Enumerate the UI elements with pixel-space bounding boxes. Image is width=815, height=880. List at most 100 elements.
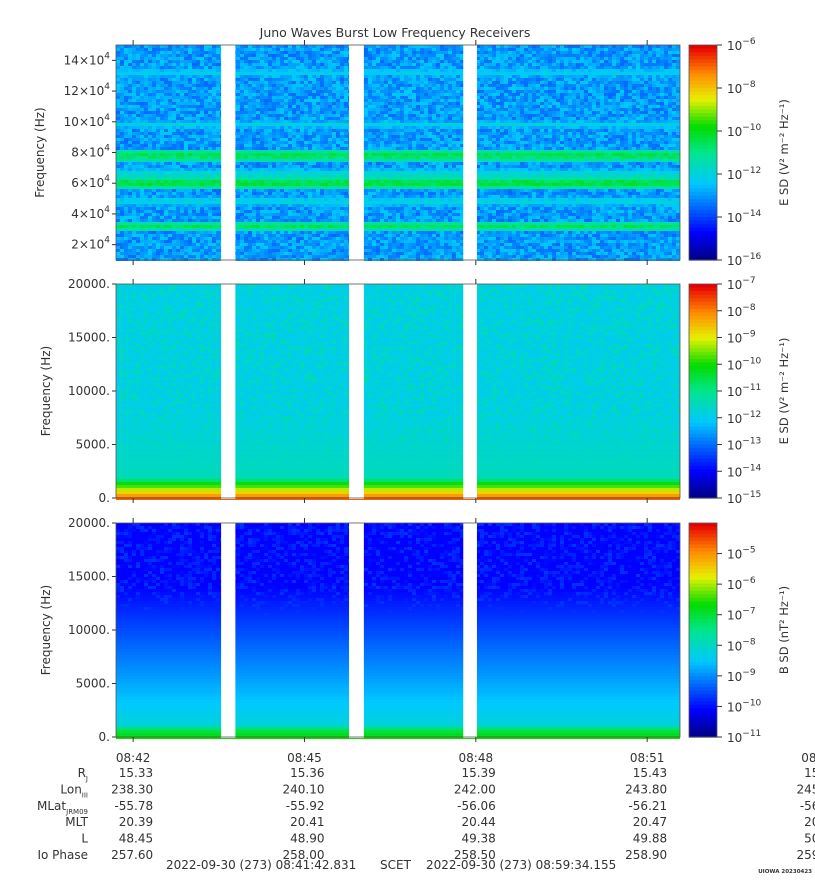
colorbar-tick-label: 10−7 [727, 276, 756, 292]
y-tick-label: 2×104 [71, 236, 110, 252]
data-gap-1-1 [221, 44, 236, 261]
ephemeris-value: 259.40 [797, 848, 815, 862]
colorbar-tick-label: 10−7 [727, 607, 756, 623]
ephemeris-row-label: L [81, 832, 88, 846]
colorbar-tick-label: 10−13 [727, 437, 761, 453]
colorbar-tick-label: 10−11 [727, 383, 761, 399]
ephemeris-value: 238.30 [111, 782, 153, 796]
y-tick-label: 5000. [76, 677, 110, 691]
ephemeris-value: 15.39 [461, 766, 495, 780]
colorbar-tick-label: 10−9 [727, 330, 756, 346]
y-axis-label-1: Frequency (Hz) [33, 107, 47, 198]
ephemeris-value: 20.47 [633, 815, 667, 829]
colorbar-label-3: B SD (nT² Hz⁻¹) [777, 586, 791, 674]
footer-scet-label: SCET [380, 858, 412, 872]
colorbar-tick-label: 10−10 [727, 356, 762, 372]
data-gap-3-2 [349, 522, 364, 738]
ephemeris-value: 48.45 [119, 832, 153, 846]
ephemeris-value: 20.44 [461, 815, 495, 829]
ephemeris-row-label: LonIII [60, 782, 88, 799]
spectrogram-image-2 [116, 284, 680, 500]
ephemeris-value: 48.90 [290, 832, 324, 846]
colorbar-tick-label: 10−15 [727, 490, 761, 506]
footer-end-time: 2022-09-30 (273) 08:59:34.155 [426, 858, 616, 872]
colorbar-label-1: E SD (V² m⁻² Hz⁻¹) [777, 99, 791, 206]
y-tick-label: 4×104 [71, 205, 110, 221]
data-gap-1-2 [349, 44, 364, 261]
colorbar-3: 10−11 10−10 10−9 10−8 10−7 10−6 10−5 B SD (nT² … [688, 522, 791, 745]
ephemeris-row-label: MLatJRM09 [37, 799, 88, 816]
y-tick-label: 0. [99, 730, 110, 744]
ephemeris-value: 15.46 [804, 766, 815, 780]
y-tick-label: 10×104 [64, 113, 111, 129]
ephemeris-value: -55.92 [286, 799, 325, 813]
ephemeris-row-label: MLT [65, 815, 88, 829]
y-tick-label: 8×104 [71, 144, 110, 160]
colorbar-tick-label: 10−11 [727, 729, 761, 745]
y-tick-label: 20000. [68, 277, 110, 291]
colorbar-tick-label: 10−10 [727, 123, 762, 139]
colorbar-tick-label: 10−8 [727, 637, 756, 653]
footer-start-time: 2022-09-30 (273) 08:41:42.831 [166, 858, 356, 872]
ephemeris-value: 49.38 [461, 832, 495, 846]
ephemeris-value: 50.41 [804, 832, 815, 846]
spectrogram-image-3 [116, 523, 680, 739]
ephemeris-value: 258.50 [454, 848, 496, 862]
colorbar-tick-label: 10−8 [727, 80, 756, 96]
y-tick-label: 12×104 [64, 82, 111, 98]
data-gap-3-3 [463, 522, 477, 738]
ephemeris-value: 20.41 [290, 815, 324, 829]
ephemeris-value: 20.39 [119, 815, 153, 829]
colorbar-tick-label: 10−10 [727, 698, 762, 714]
ephemeris-value: 243.80 [625, 782, 667, 796]
ephemeris-value: 258.00 [282, 848, 324, 862]
time-tick-label: 08:54 [801, 751, 815, 765]
y-tick-label: 0. [99, 491, 110, 505]
data-gap-1-4 [778, 44, 815, 261]
spectrogram-image-1 [116, 45, 680, 261]
data-gap-2-3 [463, 283, 477, 499]
ephemeris-value: 20.49 [804, 815, 815, 829]
ephemeris-value: -56.37 [800, 799, 815, 813]
colorbar-tick-label: 10−5 [727, 546, 756, 562]
colorbar-tick-label: 10−14 [727, 209, 762, 225]
ephemeris-value: 258.90 [625, 848, 667, 862]
ephemeris-value: 15.33 [119, 766, 153, 780]
data-gap-3-1 [221, 522, 236, 738]
panel-3: 0. 5000. 10000. 15000. 20000. Frequency (Hz) 1… [39, 516, 815, 745]
colorbar-tick-label: 10−8 [727, 303, 756, 319]
panel-2: 0. 5000. 10000. 15000. 20000. Frequency (Hz) 1… [39, 276, 815, 506]
time-tick-label: 08:42 [116, 751, 151, 765]
ephemeris-value: 240.10 [282, 782, 324, 796]
ephemeris-value: 15.43 [633, 766, 667, 780]
y-tick-label: 10000. [68, 623, 110, 637]
processing-stamp: UIOWA 20230423 [758, 869, 812, 875]
ephemeris-value: -55.78 [114, 799, 153, 813]
ephemeris-value: 15.36 [290, 766, 324, 780]
y-tick-label: 15000. [68, 570, 110, 584]
ephemeris-row-label: Io Phase [37, 848, 88, 862]
data-gap-3-4 [778, 522, 815, 738]
colorbar-tick-label: 10−12 [727, 410, 761, 426]
colorbar-tick-label: 10−14 [727, 463, 762, 479]
y-tick-label: 5000. [76, 438, 110, 452]
colorbar-tick-label: 10−12 [727, 166, 761, 182]
y-tick-label: 20000. [68, 516, 110, 530]
ephemeris-value: -56.21 [628, 799, 667, 813]
colorbar-2: 10−15 10−14 10−13 10−12 10−11 10−10 10−9 10−8 10… [688, 276, 791, 506]
ephemeris-row-label: RJ [78, 766, 88, 783]
y-axis-label-3: Frequency (Hz) [39, 585, 53, 676]
time-tick-label: 08:51 [630, 751, 665, 765]
time-tick-label: 08:48 [459, 751, 494, 765]
time-tick-label: 08:45 [287, 751, 322, 765]
data-gap-2-4 [778, 283, 815, 499]
ephemeris-value: 242.00 [454, 782, 496, 796]
colorbar-1: 10−16 10−14 10−12 10−10 10−8 10−6 E SD (V² m⁻²… [688, 37, 791, 268]
data-gap-2-2 [349, 283, 364, 499]
colorbar-tick-label: 10−6 [727, 576, 756, 592]
ephemeris-value: 245.60 [797, 782, 815, 796]
y-tick-label: 6×104 [71, 174, 110, 190]
colorbar-tick-label: 10−6 [727, 37, 756, 53]
ephemeris-value: 49.88 [633, 832, 667, 846]
